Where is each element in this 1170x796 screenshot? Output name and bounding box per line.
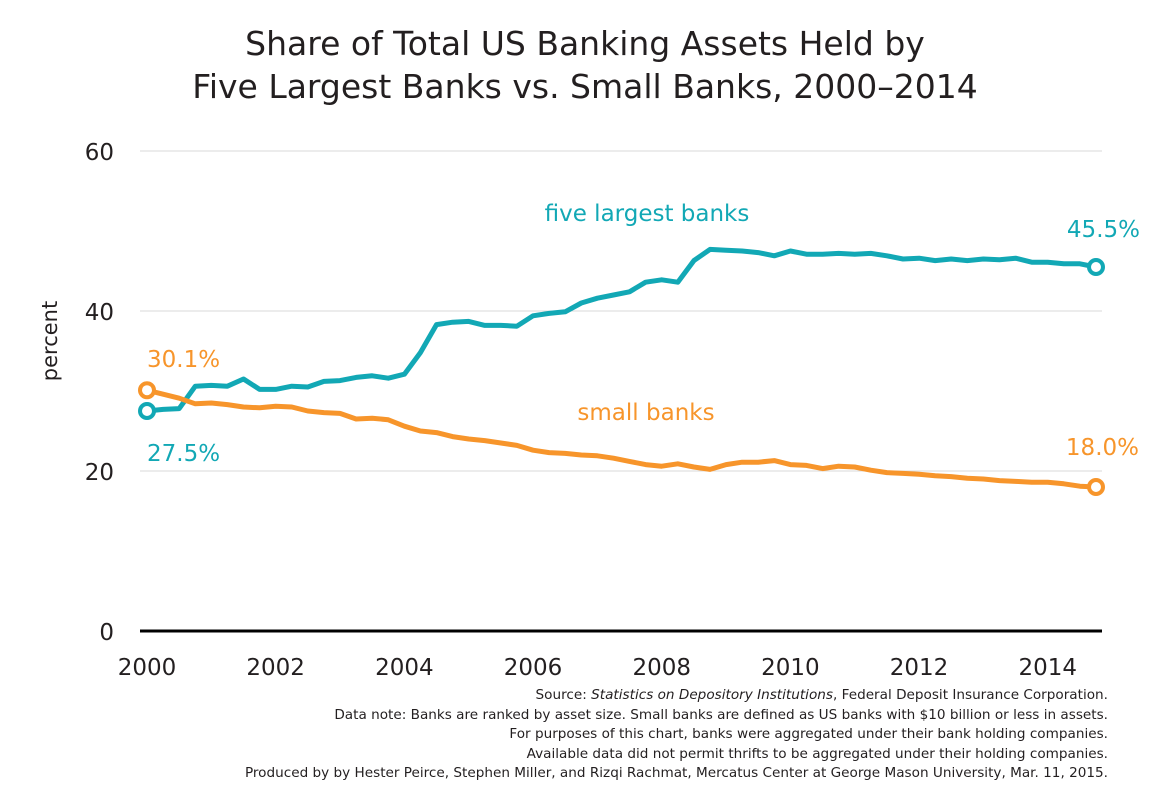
x-tick-label: 2010 [761, 655, 820, 681]
x-tick-label: 2004 [375, 655, 434, 681]
y-tick-label: 20 [85, 460, 114, 486]
start-value-label: 27.5% [147, 441, 220, 467]
chart-title: Share of Total US Banking Assets Held by… [0, 22, 1170, 108]
x-tick-label: 2008 [632, 655, 691, 681]
data-note: Data note: Banks are ranked by asset siz… [334, 706, 1108, 723]
source-title: Statistics on Depository Institutions [591, 687, 833, 703]
source-prefix: Source: [535, 687, 592, 703]
x-tick-label: 2002 [246, 655, 305, 681]
start-point-marker [138, 402, 156, 420]
end-point-marker [1087, 478, 1105, 496]
y-axis-label: percent [38, 301, 62, 381]
x-tick-label: 2014 [1018, 655, 1077, 681]
end-point-marker [1087, 258, 1105, 276]
start-point-marker [138, 381, 156, 400]
y-axis-ticks: 0 20 40 60 [85, 140, 114, 646]
gridlines [140, 150, 1102, 472]
x-axis-ticks: 2000 2002 2004 2006 2008 2010 2012 2014 [118, 655, 1077, 681]
source-suffix: , Federal Deposit Insurance Corporation. [832, 687, 1108, 703]
series-line-small-banks [144, 387, 1099, 490]
start-value-label: 30.1% [147, 347, 220, 373]
chart-title-line-2: Five Largest Banks vs. Small Banks, 2000… [192, 67, 978, 106]
source-line: Source: Statistics on Depository Institu… [245, 686, 1108, 706]
series-line-five-largest-banks [144, 246, 1099, 414]
series-name-label: five largest banks [545, 201, 750, 227]
series-group [138, 246, 1105, 496]
credits-note: Produced by by Hester Peirce, Stephen Mi… [244, 765, 1108, 781]
x-tick-label: 2006 [504, 655, 563, 681]
series-labels: five largest banks small banks 27.5% 30.1% 4… [147, 201, 1140, 467]
source-notes: Source: Statistics on Depository Institu… [245, 686, 1108, 784]
series-name-label: small banks [577, 400, 714, 426]
aggregation-note: For purposes of this chart, banks were a… [509, 726, 1108, 742]
end-value-label: 45.5% [1067, 217, 1140, 243]
x-tick-label: 2000 [118, 655, 177, 681]
y-tick-label: 0 [99, 620, 114, 646]
x-tick-label: 2012 [890, 655, 949, 681]
y-tick-label: 40 [85, 300, 114, 326]
thrifts-note: Available data did not permit thrifts to… [526, 745, 1108, 762]
chart-title-line-1: Share of Total US Banking Assets Held by [245, 24, 925, 63]
end-value-label: 18.0% [1066, 435, 1139, 461]
y-tick-label: 60 [85, 140, 114, 166]
